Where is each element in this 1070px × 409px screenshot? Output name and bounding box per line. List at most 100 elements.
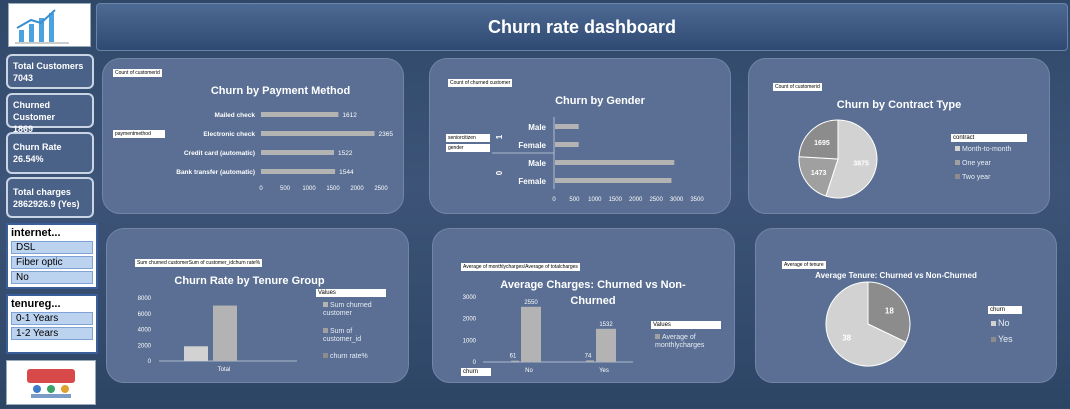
category-label: Male bbox=[528, 159, 546, 168]
field-button-seniorcitizen[interactable]: seniorcitizen bbox=[446, 134, 490, 142]
chart-title: Churn by Payment Method bbox=[210, 85, 351, 97]
tick-label: 0 bbox=[473, 360, 477, 366]
slicer-item-dsl[interactable]: DSL bbox=[11, 241, 93, 254]
legend-label: Yes bbox=[998, 334, 1013, 344]
slicer-tenure[interactable]: tenureg... 0-1 Years 1-2 Years bbox=[6, 294, 98, 354]
bar bbox=[261, 131, 375, 136]
tenure-bar-chart: 8000 6000 4000 2000 0 Total bbox=[138, 296, 297, 373]
category-label: Male bbox=[528, 123, 546, 132]
slicer-item-fiber-optic[interactable]: Fiber optic bbox=[11, 256, 93, 269]
pie-slice bbox=[798, 119, 839, 160]
tick-label: 3000 bbox=[463, 295, 477, 301]
kpi-churned-customer: Churned Customer 1869 bbox=[6, 93, 94, 134]
bar bbox=[261, 112, 339, 117]
kpi-label: Total Customers bbox=[13, 61, 84, 71]
legend-swatch bbox=[955, 146, 960, 151]
kpi-churn-rate: Churn Rate 26.54% bbox=[6, 132, 94, 174]
legend-avg-monthly: Average of monthlycharges bbox=[655, 334, 725, 350]
tick-label: 2000 bbox=[463, 317, 477, 323]
pie-slice bbox=[825, 119, 878, 199]
field-button-contract[interactable]: contract bbox=[951, 134, 1027, 142]
field-button-count[interactable]: Count of churned customer bbox=[448, 79, 513, 87]
dashboard-logo bbox=[8, 3, 91, 47]
field-button-gender[interactable]: gender bbox=[446, 144, 490, 152]
tick-label: 0 bbox=[259, 186, 263, 192]
chart-title: Average Tenure: Churned vs Non-Churned bbox=[815, 271, 977, 280]
tick-label: 3500 bbox=[690, 197, 704, 203]
field-button-avg-tenure[interactable]: Average of tenure bbox=[782, 261, 826, 269]
slicer-internet[interactable]: internet... DSL Fiber optic No bbox=[6, 223, 98, 289]
chart-title: Average Charges: Churned vs Non-Churned bbox=[500, 279, 686, 307]
data-label: 1522 bbox=[338, 150, 353, 157]
slicer-item-0-1-years[interactable]: 0-1 Years bbox=[11, 312, 93, 325]
tick-label: 0 bbox=[552, 197, 556, 203]
gender-bar-chart: Male Female Male Female 1 0 0 500 1000 1500 2000 25… bbox=[492, 117, 704, 203]
chart-growth-icon bbox=[15, 9, 69, 44]
panel-tenure-group: Sum churned customer Sum of customer_idch… bbox=[106, 228, 409, 383]
field-button-values[interactable]: Sum churned customerSum of customer_idch… bbox=[135, 259, 263, 267]
bar bbox=[555, 124, 579, 129]
tick-label: 3000 bbox=[670, 197, 684, 203]
bar bbox=[555, 142, 579, 147]
group-label: 1 bbox=[495, 134, 504, 139]
legend-yes: Yes bbox=[991, 334, 1013, 344]
legend-swatch bbox=[323, 328, 328, 333]
field-button-paymentmethod[interactable]: paymentmethod bbox=[113, 130, 165, 138]
legend-swatch bbox=[991, 321, 996, 326]
kpi-label: Total charges bbox=[13, 187, 71, 197]
category-label: Mailed check bbox=[215, 112, 256, 119]
bar bbox=[586, 360, 594, 362]
panel-gender: Count of churned customer Churn by Gende… bbox=[429, 58, 731, 214]
field-button-values[interactable]: Values bbox=[651, 321, 721, 329]
tick-label: 1000 bbox=[463, 338, 477, 344]
data-label: 1544 bbox=[339, 169, 354, 176]
chart-title: Churn Rate by Tenure Group bbox=[174, 275, 325, 287]
tick-label: 1000 bbox=[588, 197, 602, 203]
field-button-churn[interactable]: churn bbox=[988, 306, 1022, 314]
data-label: 1532 bbox=[599, 322, 613, 328]
data-label: 1473 bbox=[811, 170, 827, 177]
kpi-value: 26.54% bbox=[13, 154, 44, 164]
tick-label: 2500 bbox=[374, 186, 388, 192]
panel-payment-method: Count of customerid Churn by Payment Met… bbox=[102, 58, 404, 214]
data-label: 1695 bbox=[814, 140, 830, 147]
category-label: Bank transfer (automatic) bbox=[176, 169, 255, 176]
category-label: Total bbox=[218, 367, 231, 373]
category-label: No bbox=[525, 368, 533, 374]
slicer-title: tenureg... bbox=[11, 298, 61, 310]
legend-sum-churned: Sum churned customer bbox=[323, 302, 378, 318]
legend-label: Month-to-month bbox=[962, 146, 1012, 153]
slicer-item-no[interactable]: No bbox=[11, 271, 93, 284]
chart-title: Churn by Gender bbox=[555, 95, 645, 107]
field-button-count[interactable]: Count of customerid bbox=[113, 69, 162, 77]
slicer-item-1-2-years[interactable]: 1-2 Years bbox=[11, 327, 93, 340]
customers-illustration-icon bbox=[27, 369, 75, 398]
panel-contract: Count of customerid Churn by Contract Ty… bbox=[748, 58, 1050, 214]
tick-label: 6000 bbox=[138, 312, 152, 318]
legend-label: One year bbox=[962, 160, 991, 167]
kpi-value: 7043 bbox=[13, 73, 34, 83]
field-button-values[interactable]: Average of monthlycharges/Average of tot… bbox=[461, 263, 580, 271]
legend-swatch bbox=[655, 334, 660, 339]
field-button-churn[interactable]: churn bbox=[461, 368, 491, 376]
category-label: Yes bbox=[599, 368, 609, 374]
legend-label: No bbox=[998, 318, 1010, 328]
legend-label: Sum churned customer bbox=[323, 302, 372, 317]
chart-title: Churn by Contract Type bbox=[836, 99, 962, 111]
tick-label: 2000 bbox=[138, 343, 152, 349]
bar bbox=[555, 178, 672, 183]
data-label: 38 bbox=[842, 333, 851, 342]
kpi-label: Churned Customer bbox=[13, 100, 56, 122]
legend-swatch bbox=[323, 353, 328, 358]
field-button-count[interactable]: Count of customerid bbox=[773, 83, 822, 91]
data-label: 2365 bbox=[379, 131, 394, 138]
legend-swatch bbox=[323, 302, 328, 307]
pie-slice bbox=[825, 281, 907, 367]
category-label: Female bbox=[518, 177, 546, 186]
bar bbox=[555, 160, 675, 165]
tick-label: 0 bbox=[148, 359, 152, 365]
category-label: Female bbox=[518, 141, 546, 150]
field-button-values[interactable]: Values bbox=[316, 289, 386, 297]
bar bbox=[596, 328, 616, 362]
bar bbox=[184, 346, 208, 361]
